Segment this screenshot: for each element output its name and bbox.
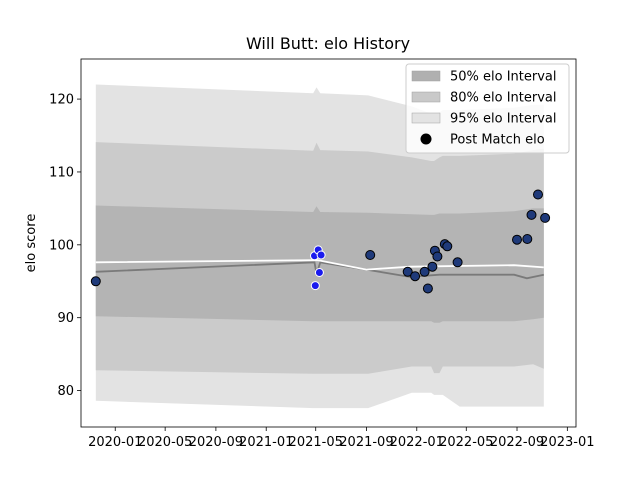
x-tick-label: 2020-05 — [138, 435, 192, 450]
legend-swatch — [411, 70, 441, 82]
mean-elo-line — [95, 259, 544, 271]
plot-area — [90, 84, 551, 409]
post-match-elo-point — [422, 283, 433, 294]
post-match-elo-point — [432, 251, 443, 262]
legend-marker — [420, 133, 432, 145]
x-tick-label: 2021-09 — [339, 435, 393, 450]
y-tick-label: 90 — [57, 311, 74, 326]
y-tick-label: 100 — [49, 238, 74, 253]
x-tick-label: 2021-01 — [239, 435, 293, 450]
post-match-elo-point — [310, 281, 320, 291]
post-match-elo-point — [316, 250, 326, 260]
legend-label: 50% elo Interval — [450, 70, 557, 85]
median-elo-line — [95, 261, 544, 280]
legend-label: 80% elo Interval — [450, 91, 557, 106]
post-match-elo-point — [533, 189, 543, 200]
legend-swatch — [411, 91, 441, 103]
legend-swatch — [411, 112, 441, 124]
post-match-elo-point — [512, 234, 522, 245]
post-match-elo-point — [526, 209, 537, 220]
y-tick-label: 80 — [57, 384, 74, 399]
post-match-elo-point — [314, 268, 324, 277]
post-match-elo-point — [427, 261, 438, 272]
x-tick-label: 2022-01 — [390, 435, 444, 450]
x-tick-label: 2020-01 — [88, 435, 142, 450]
post-match-elo-point — [410, 271, 421, 282]
post-match-elo-point — [452, 257, 463, 268]
y-tick-label: 110 — [49, 165, 74, 180]
legend-box — [405, 63, 570, 154]
post-match-elo-point — [540, 212, 551, 223]
post-match-elo-point — [402, 266, 413, 277]
x-tick-label: 2022-05 — [439, 435, 493, 450]
legend-label: Post Match elo — [450, 133, 545, 148]
post-match-elo-point — [365, 250, 376, 260]
y-tick-label: 120 — [49, 93, 74, 108]
legend-label: 95% elo Interval — [450, 112, 557, 127]
y-axis-label: elo score — [24, 214, 39, 273]
post-match-elo-point — [90, 276, 101, 287]
axes: 80901001101202020-012020-052020-092021-0… — [49, 58, 595, 450]
post-match-elo-point — [442, 241, 453, 252]
chart-title: Will Butt: elo History — [246, 34, 410, 53]
x-tick-label: 2020-09 — [189, 435, 243, 450]
x-tick-label: 2023-01 — [540, 435, 594, 450]
post-match-elo-point — [419, 266, 430, 277]
x-tick-label: 2022-09 — [490, 435, 544, 450]
legend: 50% elo Interval 80% elo Interval 95% elo … — [405, 63, 570, 154]
post-match-elo-point — [522, 234, 533, 244]
x-tick-label: 2021-05 — [289, 435, 343, 450]
axes-frame — [80, 58, 577, 428]
